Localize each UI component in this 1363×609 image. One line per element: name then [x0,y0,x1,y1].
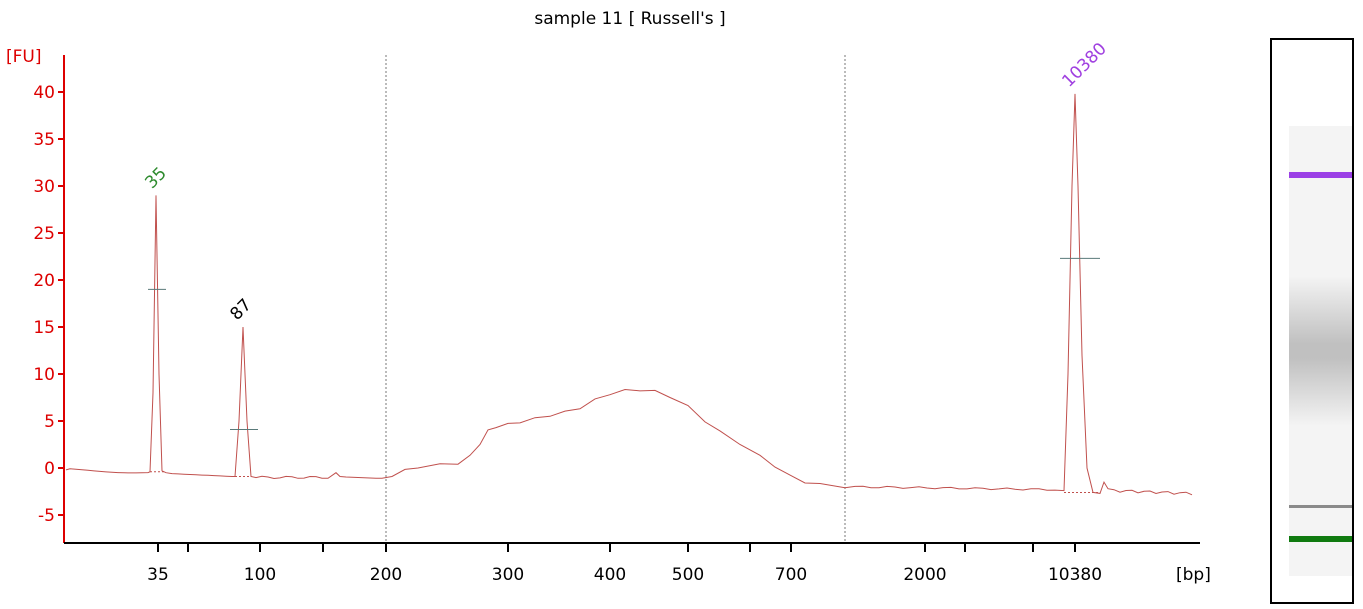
x-tick-label: 300 [492,565,524,585]
x-tick-label: 100 [244,565,276,585]
y-tick-label: 25 [33,224,55,244]
y-tick-label: 15 [33,318,55,338]
y-tick-label: 0 [44,459,55,479]
y-tick-label: 40 [33,83,55,103]
gel-image [1270,38,1354,604]
trace-line [65,93,1193,496]
y-tick-label: 20 [33,271,55,291]
gel-band [1289,505,1352,508]
peak-label: 10380 [1058,39,1110,91]
y-tick-label: 30 [33,177,55,197]
gel-band [1289,172,1352,178]
electropherogram: sample 11 [ Russell's ] [FU] [bp] -5 0 5 10… [6,9,1211,585]
x-axis-label: [bp] [1176,565,1211,585]
y-tick-label: 35 [33,130,55,150]
peak-label: 87 [226,295,255,324]
peak-label: 35 [141,163,170,192]
x-tick-label: 35 [147,565,169,585]
gel-band [1289,536,1352,542]
y-tick-label: 5 [44,412,55,432]
x-tick-label: 2000 [903,565,946,585]
x-tick-label: 700 [775,565,807,585]
chart-title: sample 11 [ Russell's ] [534,9,725,29]
y-tick-label: 10 [33,365,55,385]
x-tick-label: 500 [672,565,704,585]
y-tick-label: -5 [38,506,55,526]
y-axis-label: [FU] [6,47,42,67]
x-tick-label: 10380 [1048,565,1102,585]
gel-band [1289,276,1352,426]
x-tick-label: 200 [370,565,402,585]
x-tick-label: 400 [594,565,626,585]
